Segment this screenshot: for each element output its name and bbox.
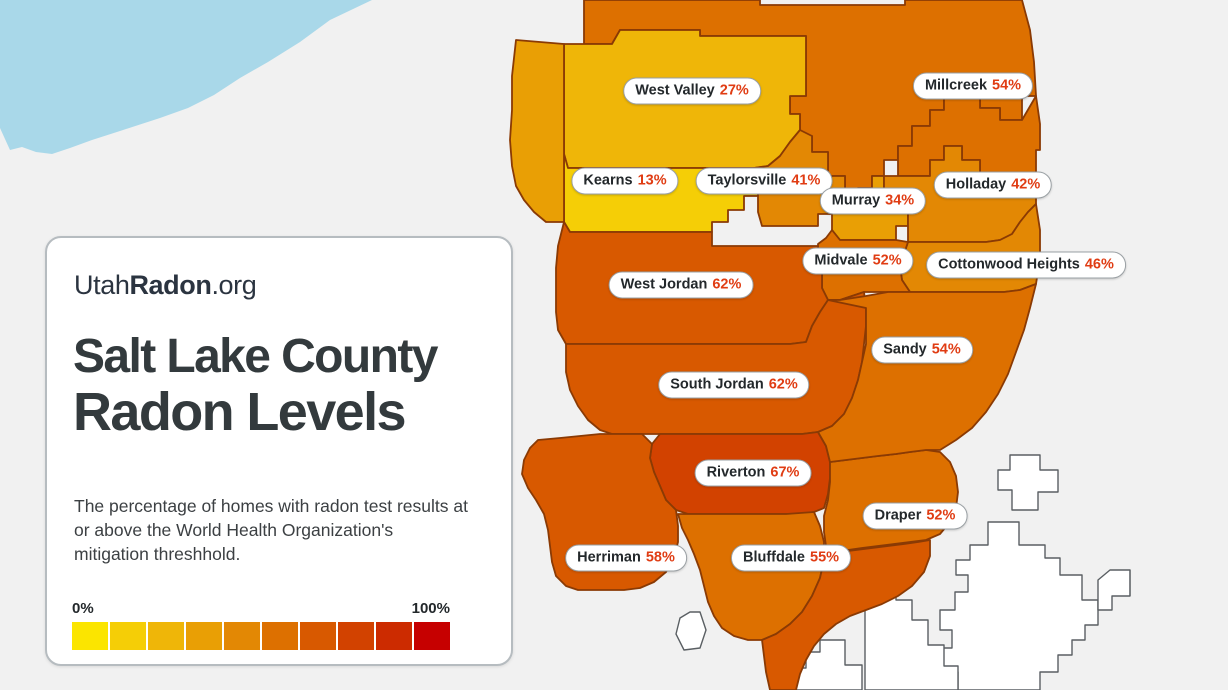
legend-max-label: 100% <box>411 600 450 617</box>
city-name: Murray <box>831 192 881 209</box>
city-percent: 62% <box>768 376 798 393</box>
city-percent: 62% <box>712 276 742 293</box>
city-name: Kearns <box>583 172 633 189</box>
city-percent: 41% <box>791 172 821 189</box>
city-label-cottonwood-heights[interactable]: Cottonwood Heights 46% <box>926 251 1126 279</box>
title-line-1: Salt Lake County <box>73 330 438 383</box>
logo-brand: Radon <box>129 270 212 300</box>
region-magna[interactable] <box>509 39 565 223</box>
logo-suffix: .org <box>211 270 257 300</box>
legend-swatch-7 <box>338 622 374 650</box>
city-label-millcreek[interactable]: Millcreek 54% <box>912 72 1034 100</box>
city-percent: 52% <box>926 507 956 524</box>
city-percent: 52% <box>872 252 902 269</box>
city-name: Holladay <box>945 176 1007 193</box>
city-name: West Valley <box>635 82 715 99</box>
legend-swatch-3 <box>186 622 222 650</box>
city-label-holladay[interactable]: Holladay 42% <box>933 171 1053 199</box>
city-label-herriman[interactable]: Herriman 58% <box>565 544 687 572</box>
legend-swatch-8 <box>376 622 412 650</box>
city-name: Midvale <box>814 252 868 269</box>
city-percent: 42% <box>1011 176 1041 193</box>
city-percent: 54% <box>931 341 961 358</box>
city-label-west-valley[interactable]: West Valley 27% <box>623 77 761 105</box>
great-salt-lake-water <box>0 0 372 154</box>
legend-swatch-2 <box>148 622 184 650</box>
city-label-draper[interactable]: Draper 52% <box>862 502 968 530</box>
city-percent: 54% <box>992 77 1022 94</box>
region-draper-tail[interactable] <box>761 539 931 690</box>
legend-swatch-0 <box>72 622 108 650</box>
city-percent: 46% <box>1084 256 1114 273</box>
city-label-bluffdale[interactable]: Bluffdale 55% <box>730 544 852 572</box>
city-label-midvale[interactable]: Midvale 52% <box>802 247 914 275</box>
logo-prefix: Utah <box>74 270 130 300</box>
city-label-riverton[interactable]: Riverton 67% <box>694 459 812 487</box>
city-name: Cottonwood Heights <box>938 256 1080 273</box>
legend-endpoint-labels: 0% 100% <box>72 600 450 617</box>
city-name: Sandy <box>883 341 927 358</box>
city-percent: 27% <box>719 82 749 99</box>
legend-swatch-1 <box>110 622 146 650</box>
region-sandy[interactable] <box>817 283 1037 463</box>
legend-color-scale <box>72 622 450 650</box>
city-percent: 34% <box>885 192 915 209</box>
title-line-2: Radon Levels <box>73 382 407 443</box>
city-name: Herriman <box>577 549 641 566</box>
city-percent: 55% <box>810 549 840 566</box>
city-name: Riverton <box>706 464 766 481</box>
city-name: Taylorsville <box>707 172 787 189</box>
city-name: Bluffdale <box>742 549 805 566</box>
city-label-south-jordan[interactable]: South Jordan 62% <box>658 371 810 399</box>
city-name: Draper <box>874 507 922 524</box>
legend-swatch-6 <box>300 622 336 650</box>
info-card: UtahRadon.org Salt Lake County Radon Lev… <box>45 236 513 666</box>
city-label-sandy[interactable]: Sandy 54% <box>871 336 973 364</box>
legend-swatch-9 <box>414 622 450 650</box>
legend-swatch-5 <box>262 622 298 650</box>
legend-min-label: 0% <box>72 600 94 617</box>
legend-swatch-4 <box>224 622 260 650</box>
city-percent: 58% <box>645 549 675 566</box>
city-percent: 13% <box>637 172 667 189</box>
city-label-kearns[interactable]: Kearns 13% <box>571 167 679 195</box>
city-percent: 67% <box>770 464 800 481</box>
city-name: West Jordan <box>620 276 708 293</box>
city-name: Millcreek <box>924 77 988 94</box>
page-title: Salt Lake County Radon Levels <box>73 332 493 441</box>
description-text: The percentage of homes with radon test … <box>74 496 468 565</box>
city-label-murray[interactable]: Murray 34% <box>819 187 927 215</box>
city-label-taylorsville[interactable]: Taylorsville 41% <box>695 167 833 195</box>
city-label-west-jordan[interactable]: West Jordan 62% <box>608 271 754 299</box>
site-logo[interactable]: UtahRadon.org <box>74 270 257 301</box>
city-name: South Jordan <box>670 376 764 393</box>
